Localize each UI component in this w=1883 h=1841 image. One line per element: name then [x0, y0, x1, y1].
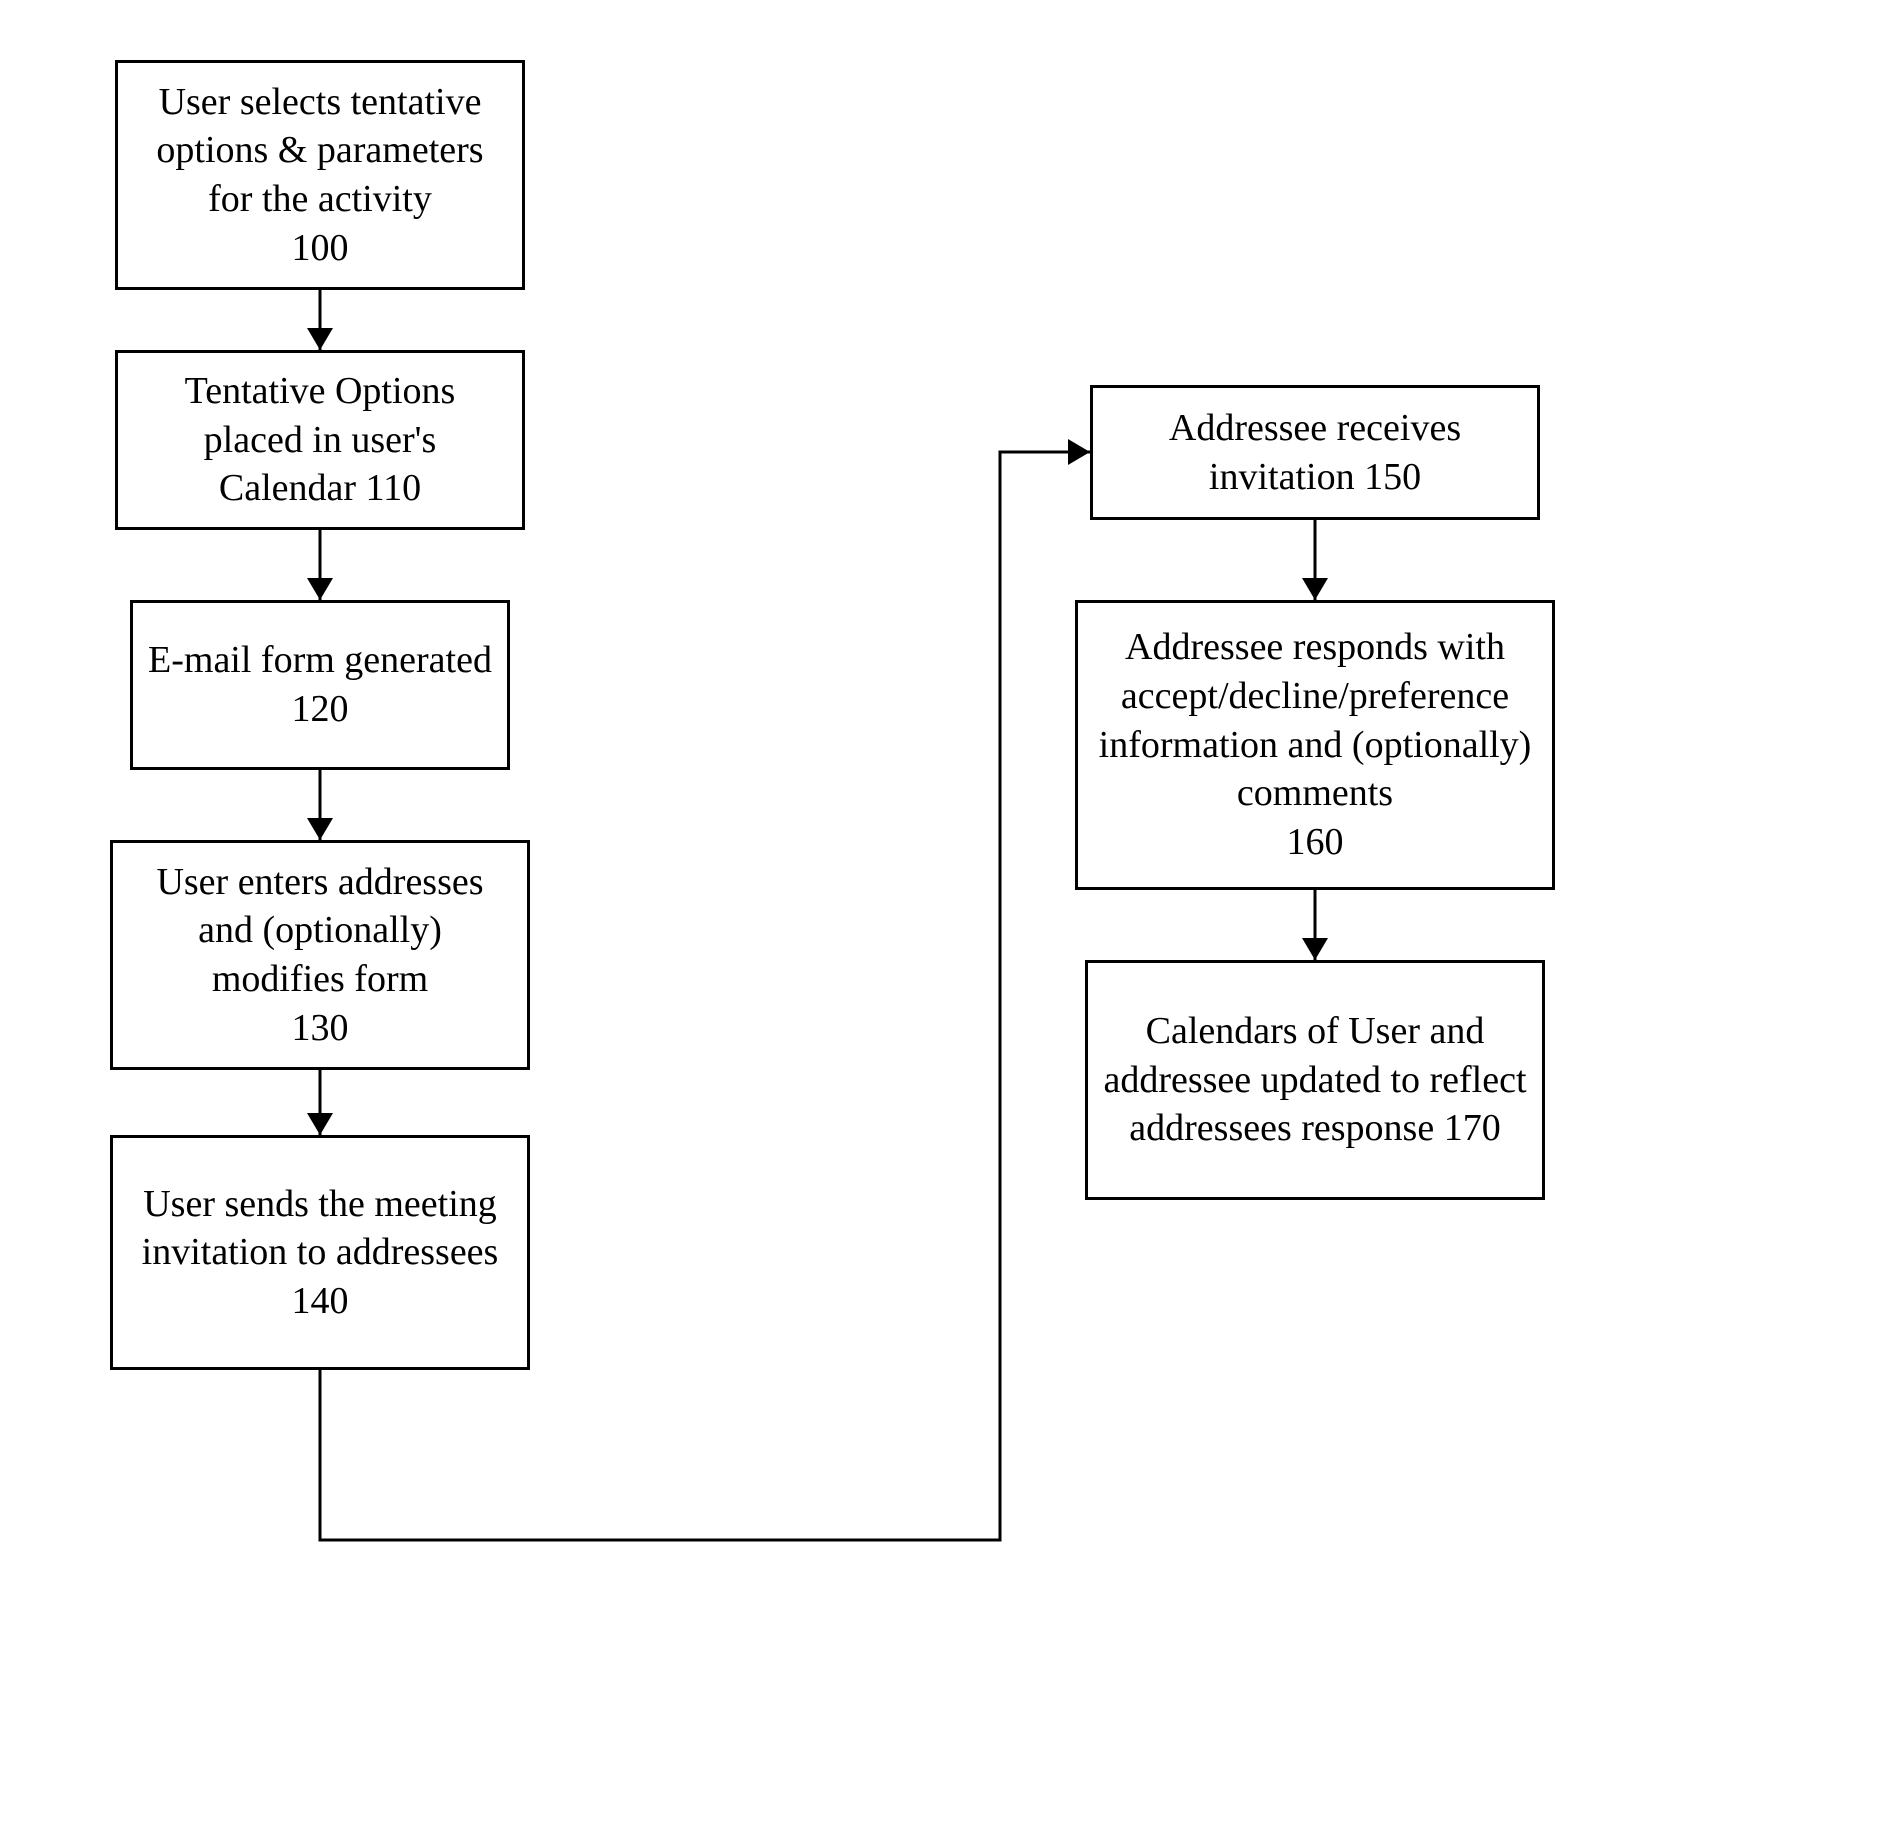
node-label: Calendars of User and addressee updated …: [1102, 1007, 1528, 1153]
flowchart-node-n150: Addressee receives invitation 150: [1090, 385, 1540, 520]
node-label: User selects tentative options & paramet…: [132, 78, 508, 273]
node-label: Addressee responds with accept/decline/p…: [1092, 623, 1538, 866]
node-label: User sends the meeting invitation to add…: [127, 1180, 513, 1326]
flowchart-node-n110: Tentative Options placed in user's Calen…: [115, 350, 525, 530]
flowchart-node-n160: Addressee responds with accept/decline/p…: [1075, 600, 1555, 890]
flowchart-node-n170: Calendars of User and addressee updated …: [1085, 960, 1545, 1200]
node-label: E-mail form generated 120: [148, 636, 492, 733]
node-label: Addressee receives invitation 150: [1107, 404, 1523, 501]
flowchart-canvas: User selects tentative options & paramet…: [0, 0, 1883, 1841]
flowchart-node-n120: E-mail form generated 120: [130, 600, 510, 770]
flowchart-node-n130: User enters addresses and (optionally) m…: [110, 840, 530, 1070]
node-label: Tentative Options placed in user's Calen…: [132, 367, 508, 513]
node-label: User enters addresses and (optionally) m…: [127, 858, 513, 1053]
flowchart-node-n140: User sends the meeting invitation to add…: [110, 1135, 530, 1370]
flowchart-node-n100: User selects tentative options & paramet…: [115, 60, 525, 290]
